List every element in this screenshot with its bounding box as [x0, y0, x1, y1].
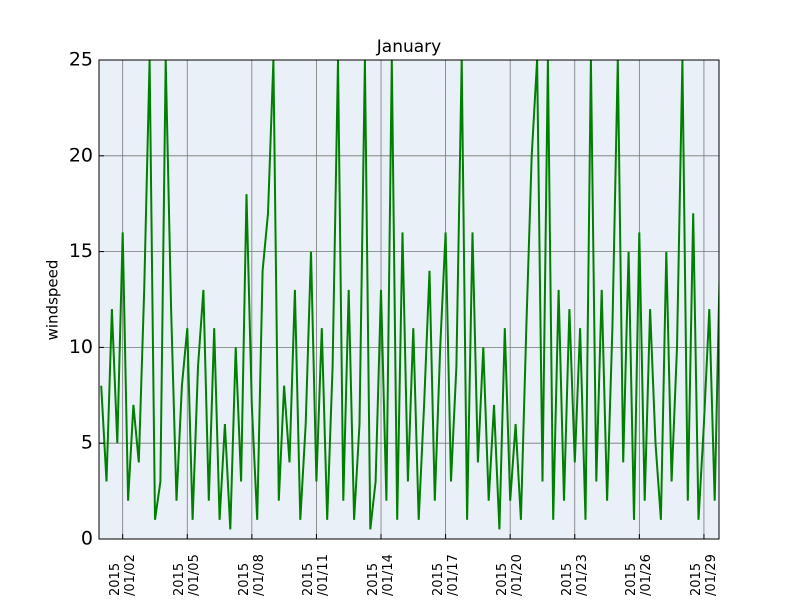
- x-tick-label: 2015 /01/05: [172, 554, 203, 596]
- x-tick-label: 2015 /01/26: [624, 554, 655, 596]
- x-tick-label: 2015 /01/23: [559, 554, 590, 596]
- y-tick-label: 15: [69, 240, 93, 262]
- x-tick-label: 2015 /01/14: [366, 554, 396, 596]
- plot-frame: [98, 59, 720, 540]
- y-tick-label: 20: [69, 144, 93, 166]
- y-tick-label: 25: [69, 49, 93, 71]
- y-tick-label: 10: [69, 336, 93, 358]
- x-tick-label: 2015 /01/17: [430, 554, 461, 596]
- x-tick-label: 2015 /01/11: [301, 554, 332, 596]
- x-tick-label: 2015 /01/20: [495, 554, 526, 596]
- x-tick-label: 2015 /01/08: [236, 554, 267, 596]
- line: [100, 60, 719, 530]
- y-axis-label: windspeed: [44, 260, 62, 341]
- y-tick-label: 5: [81, 432, 93, 454]
- x-tick-label: 2015 /01/29: [688, 554, 719, 596]
- series: [100, 60, 719, 530]
- y-ticks: 0 5 10 15 20 25: [69, 49, 705, 550]
- x-tick-label: 2015 /01/02: [107, 554, 138, 596]
- y-tick-label: 0: [81, 528, 93, 550]
- chart-title: January: [376, 37, 441, 57]
